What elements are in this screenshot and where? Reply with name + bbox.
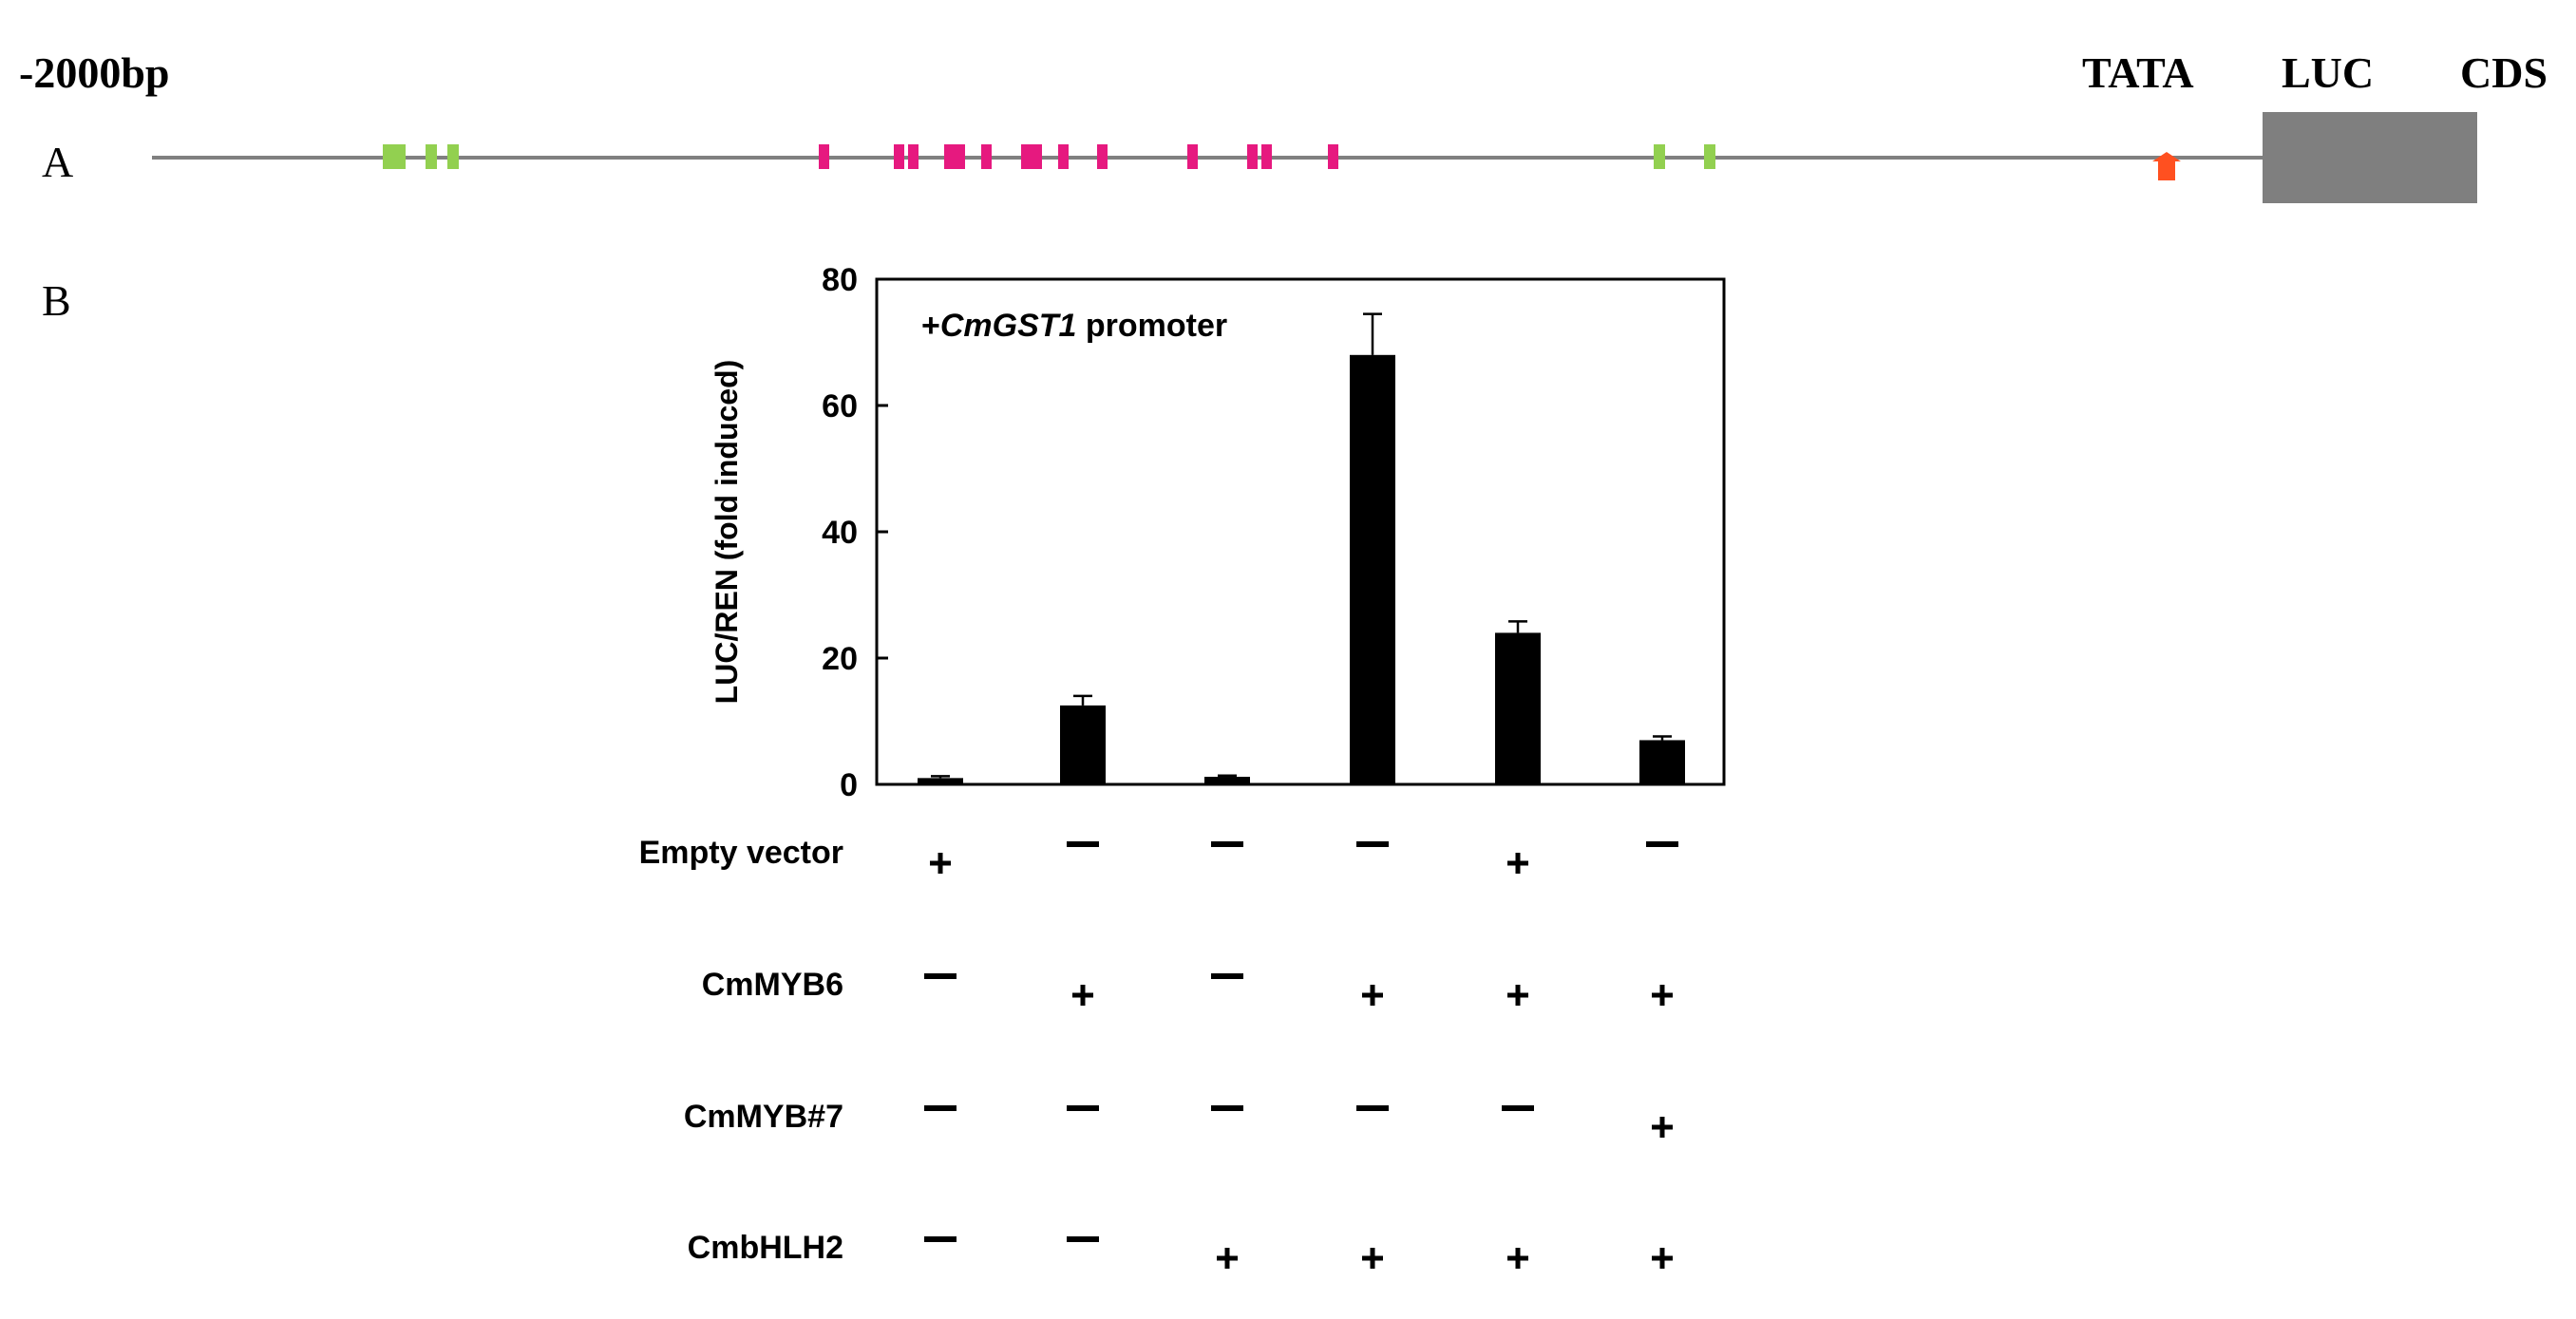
bar — [1060, 705, 1106, 784]
magenta-motif — [908, 144, 919, 169]
green-motif — [1704, 144, 1715, 169]
y-tick-label: 0 — [840, 767, 858, 803]
magenta-motif — [819, 144, 829, 169]
tata-label: TATA — [2082, 48, 2194, 97]
plot-frame — [875, 277, 1726, 786]
y-tick-label: 60 — [822, 388, 858, 424]
magenta-motif — [1097, 144, 1108, 169]
magenta-motif — [1021, 144, 1042, 169]
bar — [1495, 632, 1541, 784]
panel-b-label: B — [42, 276, 71, 325]
magenta-motif — [981, 144, 992, 169]
green-motifs — [383, 144, 1715, 169]
treatment-row-label: CmMYB6 — [702, 967, 843, 1003]
green-motif — [447, 144, 459, 169]
luc-cds-box — [2263, 112, 2477, 203]
magenta-motif — [1328, 144, 1338, 169]
y-axis-label: LUC/REN (fold induced) — [710, 360, 744, 705]
green-motif — [383, 144, 406, 169]
bar — [1639, 740, 1685, 784]
bar — [1350, 354, 1395, 784]
magenta-motif — [1247, 144, 1258, 169]
tata-box-marker — [2152, 152, 2181, 180]
magenta-motif — [944, 144, 965, 169]
y-tick-label: 40 — [822, 515, 858, 551]
treatment-row-label: Empty vector — [639, 835, 843, 871]
y-axis: 0 20 40 60 80 — [822, 262, 888, 803]
annotation-gene: CmGST1 — [940, 308, 1077, 344]
treatment-row-label: CmMYB#7 — [684, 1099, 843, 1135]
start-position-label: -2000bp — [19, 48, 169, 97]
green-motif — [426, 144, 437, 169]
y-tick-label: 80 — [822, 262, 858, 298]
magenta-motif — [1058, 144, 1069, 169]
magenta-motif — [894, 144, 904, 169]
y-tick-label: 20 — [822, 641, 858, 677]
panel-a-label: A — [42, 138, 73, 186]
bar — [918, 778, 963, 784]
green-motif — [1654, 144, 1665, 169]
treatment-table: Empty vector CmMYB6 CmMYB#7 CmbHLH2 — [639, 835, 1678, 1269]
bars — [918, 312, 1685, 784]
annotation-rest: promoter — [1076, 308, 1227, 344]
magenta-motif — [1187, 144, 1198, 169]
panel-a: -2000bp TATA LUC CDS A — [19, 48, 2548, 203]
magenta-motif — [1261, 144, 1272, 169]
promoter-annotation: +CmGST1 promoter — [921, 308, 1227, 344]
bar-chart: 0 20 40 60 80 LUC/REN (fold induced) +CmGST1… — [710, 262, 1726, 803]
bar — [1204, 777, 1250, 784]
cds-label: CDS — [2460, 48, 2548, 97]
annotation-plus: + — [921, 308, 940, 344]
luc-label: LUC — [2282, 48, 2374, 97]
treatment-row-label: CmbHLH2 — [688, 1230, 843, 1266]
magenta-motifs — [819, 144, 1338, 169]
